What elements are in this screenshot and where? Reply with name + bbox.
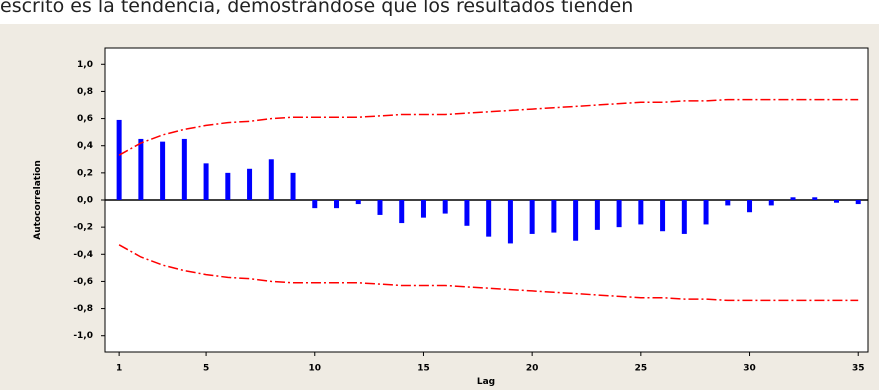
x-tick-label: 5 [203, 364, 209, 374]
bar [594, 200, 600, 230]
bar [660, 200, 666, 232]
y-tick-label: 0,4 [77, 141, 93, 151]
x-tick-label: 1 [116, 364, 122, 374]
x-tick-label: 10 [309, 364, 322, 374]
bar [703, 200, 709, 225]
x-tick-label: 30 [743, 364, 756, 374]
bar [529, 200, 535, 234]
bar [507, 200, 513, 244]
x-tick-label: 15 [417, 364, 430, 374]
y-tick-label: 1,0 [77, 60, 93, 70]
bar [247, 168, 253, 200]
bar [377, 200, 383, 215]
bar [551, 200, 557, 233]
bar [768, 200, 774, 206]
y-tick-label: -0,4 [73, 250, 93, 260]
x-tick-label: 35 [852, 364, 865, 374]
bar [486, 200, 492, 237]
y-tick-label: -0,8 [73, 304, 93, 314]
bar [833, 200, 839, 203]
y-tick-label: 0,6 [77, 114, 93, 124]
bar [355, 200, 361, 205]
bar [790, 197, 796, 200]
bar [181, 138, 187, 200]
document-text: escrito es la tendencia, demostrándose q… [0, 0, 633, 17]
bar [464, 200, 470, 226]
y-axis-label: Autocorrelation [33, 160, 43, 240]
bar [442, 200, 448, 214]
y-tick-label: -0,2 [73, 223, 93, 233]
bar [334, 200, 340, 209]
bar [573, 200, 579, 241]
bar [725, 200, 731, 206]
bar [638, 200, 644, 225]
bar [160, 141, 166, 200]
y-tick-label: -0,6 [73, 277, 93, 287]
x-tick-label: 20 [526, 364, 539, 374]
bar [116, 119, 122, 200]
bar [616, 200, 622, 228]
bar [747, 200, 753, 213]
bar [812, 197, 818, 200]
bar [681, 200, 687, 234]
bar [290, 172, 296, 200]
x-tick-label: 25 [635, 364, 648, 374]
bar [225, 172, 231, 200]
bar [855, 200, 861, 205]
y-tick-label: -1,0 [73, 331, 93, 341]
bar [420, 200, 426, 218]
y-tick-label: 0,8 [77, 87, 93, 97]
confidence-limit [118, 98, 859, 156]
bar [138, 138, 144, 200]
confidence-limit [118, 244, 859, 302]
x-axis-label: Lag [477, 377, 495, 387]
bar [203, 163, 209, 200]
y-tick-label: 0,2 [77, 168, 93, 178]
bar [268, 159, 274, 200]
bar [312, 200, 318, 209]
bar [399, 200, 405, 224]
y-tick-label: 0,0 [77, 196, 93, 206]
